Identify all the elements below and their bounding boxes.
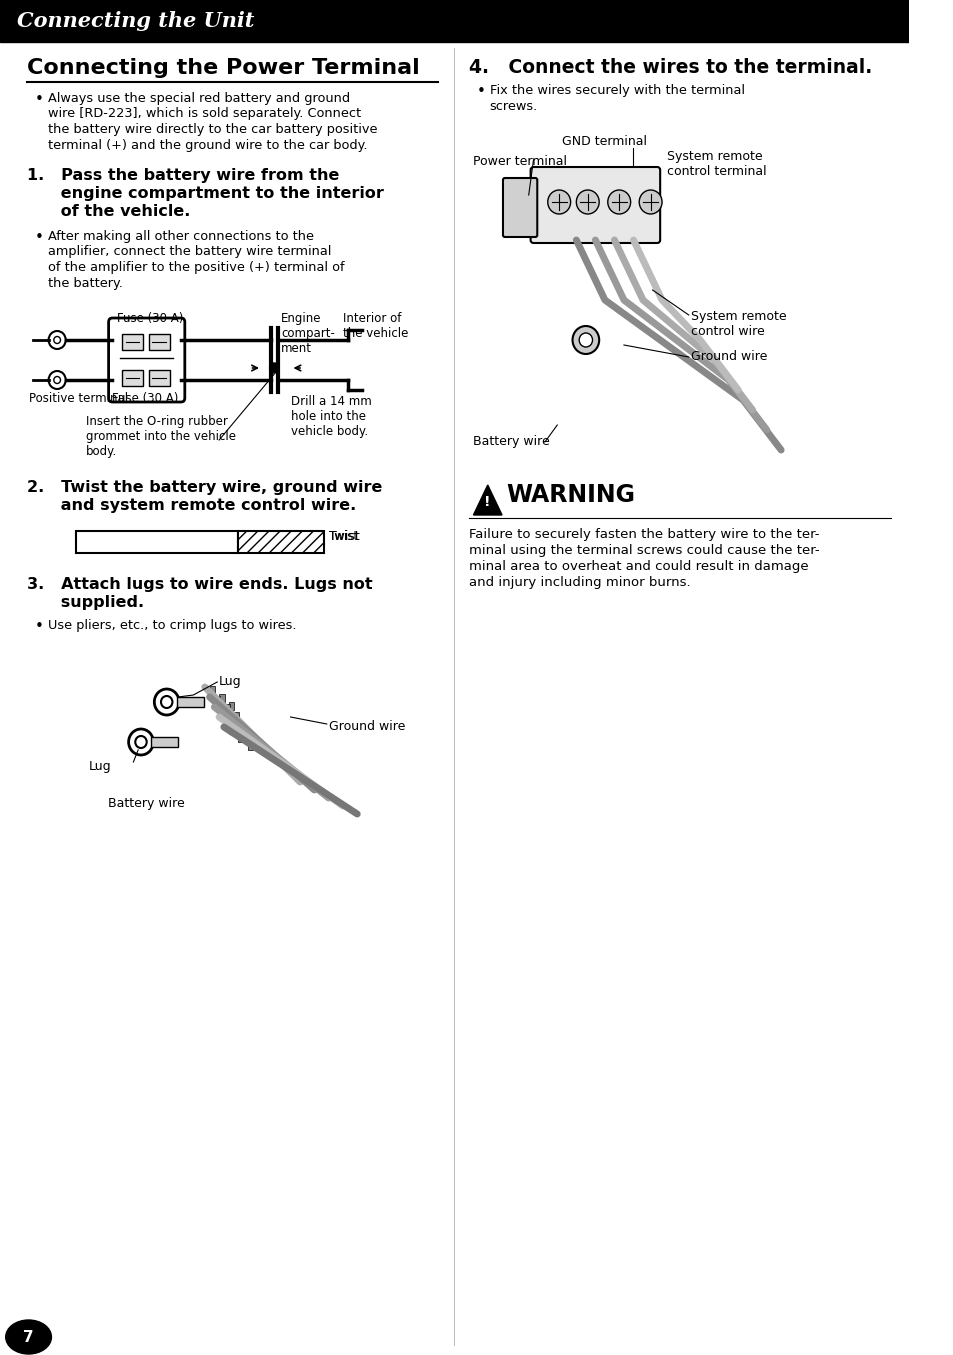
Text: !: ! xyxy=(484,495,491,509)
Bar xyxy=(214,696,220,705)
Text: the battery.: the battery. xyxy=(48,276,122,290)
Text: System remote
control terminal: System remote control terminal xyxy=(666,150,765,178)
Text: Twist: Twist xyxy=(329,530,357,543)
Text: Connecting the Unit: Connecting the Unit xyxy=(17,11,254,31)
FancyBboxPatch shape xyxy=(109,318,185,402)
Circle shape xyxy=(576,190,598,214)
Circle shape xyxy=(572,327,598,354)
Text: engine compartment to the interior: engine compartment to the interior xyxy=(27,186,383,201)
Text: Engine
compart-
ment: Engine compart- ment xyxy=(281,312,335,355)
Bar xyxy=(210,686,215,694)
Text: Battery wire: Battery wire xyxy=(108,797,184,810)
Text: minal area to overheat and could result in damage: minal area to overheat and could result … xyxy=(468,560,807,573)
Bar xyxy=(224,715,230,724)
Text: 3.   Attach lugs to wire ends. Lugs not: 3. Attach lugs to wire ends. Lugs not xyxy=(27,577,372,592)
Text: Fuse (30 A): Fuse (30 A) xyxy=(112,392,178,405)
Text: GND terminal: GND terminal xyxy=(562,136,647,148)
Text: Fix the wires securely with the terminal: Fix the wires securely with the terminal xyxy=(489,84,744,98)
Text: 2.   Twist the battery wire, ground wire: 2. Twist the battery wire, ground wire xyxy=(27,480,381,495)
Text: minal using the terminal screws could cause the ter-: minal using the terminal screws could ca… xyxy=(468,543,819,557)
FancyBboxPatch shape xyxy=(530,167,659,243)
Text: amplifier, connect the battery wire terminal: amplifier, connect the battery wire term… xyxy=(48,245,331,259)
Text: Insert the O-ring rubber
grommet into the vehicle
body.: Insert the O-ring rubber grommet into th… xyxy=(86,415,235,458)
Text: terminal (+) and the ground wire to the car body.: terminal (+) and the ground wire to the … xyxy=(48,138,367,152)
Circle shape xyxy=(607,190,630,214)
Bar xyxy=(224,705,230,711)
Text: and injury including minor burns.: and injury including minor burns. xyxy=(468,576,690,589)
Circle shape xyxy=(53,336,60,344)
Text: Fuse (30 A): Fuse (30 A) xyxy=(117,312,184,325)
Text: Power terminal: Power terminal xyxy=(473,154,567,168)
Bar xyxy=(233,724,239,732)
Text: 7: 7 xyxy=(23,1329,34,1344)
Text: screws.: screws. xyxy=(489,99,537,112)
Ellipse shape xyxy=(6,1320,51,1354)
Bar xyxy=(248,743,253,751)
Text: and system remote control wire.: and system remote control wire. xyxy=(27,499,355,514)
Circle shape xyxy=(639,190,661,214)
Bar xyxy=(122,333,143,350)
Text: WARNING: WARNING xyxy=(506,482,635,507)
Text: the battery wire directly to the car battery positive: the battery wire directly to the car bat… xyxy=(48,123,376,136)
Text: •: • xyxy=(34,619,43,634)
Bar xyxy=(243,732,249,740)
Text: Lug: Lug xyxy=(89,760,112,772)
Text: Twist: Twist xyxy=(329,530,359,543)
Bar xyxy=(229,726,234,734)
Bar xyxy=(76,531,238,553)
Text: supplied.: supplied. xyxy=(27,595,144,610)
Circle shape xyxy=(578,333,592,347)
Bar xyxy=(177,696,204,707)
FancyBboxPatch shape xyxy=(502,178,537,237)
Text: System remote
control wire: System remote control wire xyxy=(690,310,785,337)
Bar xyxy=(122,370,143,386)
Polygon shape xyxy=(473,485,501,515)
Bar xyxy=(238,531,324,553)
Text: wire [RD-223], which is sold separately. Connect: wire [RD-223], which is sold separately.… xyxy=(48,107,360,121)
Bar xyxy=(238,734,244,743)
Bar xyxy=(229,714,234,722)
Text: •: • xyxy=(34,92,43,107)
Circle shape xyxy=(53,377,60,383)
Text: Positive terminal: Positive terminal xyxy=(29,392,128,405)
Text: Ground wire: Ground wire xyxy=(329,720,405,733)
Text: Lug: Lug xyxy=(219,675,241,688)
Circle shape xyxy=(547,190,570,214)
Bar xyxy=(152,737,178,747)
Bar xyxy=(149,370,170,386)
Bar xyxy=(238,722,244,730)
Text: Always use the special red battery and ground: Always use the special red battery and g… xyxy=(48,92,350,104)
Text: Use pliers, etc., to crimp lugs to wires.: Use pliers, etc., to crimp lugs to wires… xyxy=(48,619,295,631)
Text: of the vehicle.: of the vehicle. xyxy=(27,205,190,220)
Text: Battery wire: Battery wire xyxy=(473,435,550,449)
Text: Failure to securely fasten the battery wire to the ter-: Failure to securely fasten the battery w… xyxy=(468,528,819,541)
Bar xyxy=(0,0,908,42)
Text: Drill a 14 mm
hole into the
vehicle body.: Drill a 14 mm hole into the vehicle body… xyxy=(291,396,371,438)
Text: •: • xyxy=(476,84,485,99)
Text: Connecting the Power Terminal: Connecting the Power Terminal xyxy=(27,58,419,79)
Text: Interior of
the vehicle: Interior of the vehicle xyxy=(342,312,408,340)
Bar xyxy=(219,694,225,702)
Bar xyxy=(233,711,239,720)
Text: 1.   Pass the battery wire from the: 1. Pass the battery wire from the xyxy=(27,168,338,183)
Bar xyxy=(219,706,225,714)
Text: of the amplifier to the positive (+) terminal of: of the amplifier to the positive (+) ter… xyxy=(48,262,344,274)
Text: 4.   Connect the wires to the terminal.: 4. Connect the wires to the terminal. xyxy=(468,58,871,77)
Text: •: • xyxy=(34,230,43,245)
Bar xyxy=(149,333,170,350)
Bar xyxy=(229,702,234,710)
Circle shape xyxy=(270,363,279,373)
Text: After making all other connections to the: After making all other connections to th… xyxy=(48,230,314,243)
Text: Ground wire: Ground wire xyxy=(690,350,766,363)
